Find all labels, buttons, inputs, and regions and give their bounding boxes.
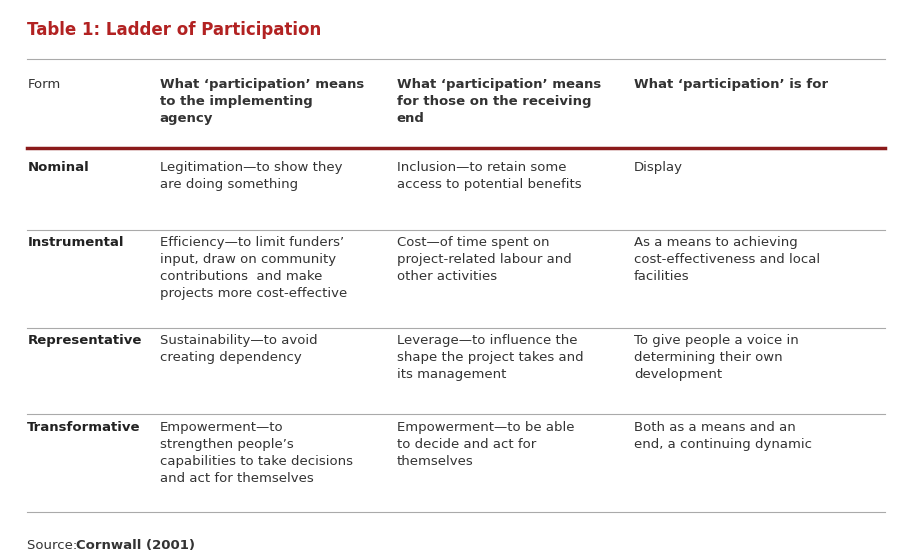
Text: Empowerment—to be able
to decide and act for
themselves: Empowerment—to be able to decide and act… — [396, 421, 574, 468]
Text: Cost—of time spent on
project-related labour and
other activities: Cost—of time spent on project-related la… — [396, 236, 571, 283]
Text: Both as a means and an
end, a continuing dynamic: Both as a means and an end, a continuing… — [633, 421, 811, 451]
Text: Legitimation—to show they
are doing something: Legitimation—to show they are doing some… — [159, 161, 342, 191]
Text: Transformative: Transformative — [27, 421, 140, 434]
Text: Form: Form — [27, 78, 60, 91]
Text: What ‘participation’ is for: What ‘participation’ is for — [633, 78, 827, 91]
Text: To give people a voice in
determining their own
development: To give people a voice in determining th… — [633, 334, 798, 381]
Text: Sustainability—to avoid
creating dependency: Sustainability—to avoid creating depende… — [159, 334, 317, 365]
Text: What ‘participation’ means
for those on the receiving
end: What ‘participation’ means for those on … — [396, 78, 600, 125]
Text: Efficiency—to limit funders’
input, draw on community
contributions  and make
pr: Efficiency—to limit funders’ input, draw… — [159, 236, 346, 300]
Text: Display: Display — [633, 161, 682, 174]
Text: As a means to achieving
cost-effectiveness and local
facilities: As a means to achieving cost-effectivene… — [633, 236, 819, 283]
Text: Inclusion—to retain some
access to potential benefits: Inclusion—to retain some access to poten… — [396, 161, 580, 191]
Text: Cornwall (2001): Cornwall (2001) — [76, 539, 194, 552]
Text: Empowerment—to
strengthen people’s
capabilities to take decisions
and act for th: Empowerment—to strengthen people’s capab… — [159, 421, 353, 485]
Text: Table 1: Ladder of Participation: Table 1: Ladder of Participation — [27, 21, 322, 39]
Text: Source:: Source: — [27, 539, 82, 552]
Text: Representative: Representative — [27, 334, 141, 347]
Text: Instrumental: Instrumental — [27, 236, 124, 249]
Text: Nominal: Nominal — [27, 161, 89, 174]
Text: What ‘participation’ means
to the implementing
agency: What ‘participation’ means to the implem… — [159, 78, 363, 125]
Text: Leverage—to influence the
shape the project takes and
its management: Leverage—to influence the shape the proj… — [396, 334, 583, 381]
